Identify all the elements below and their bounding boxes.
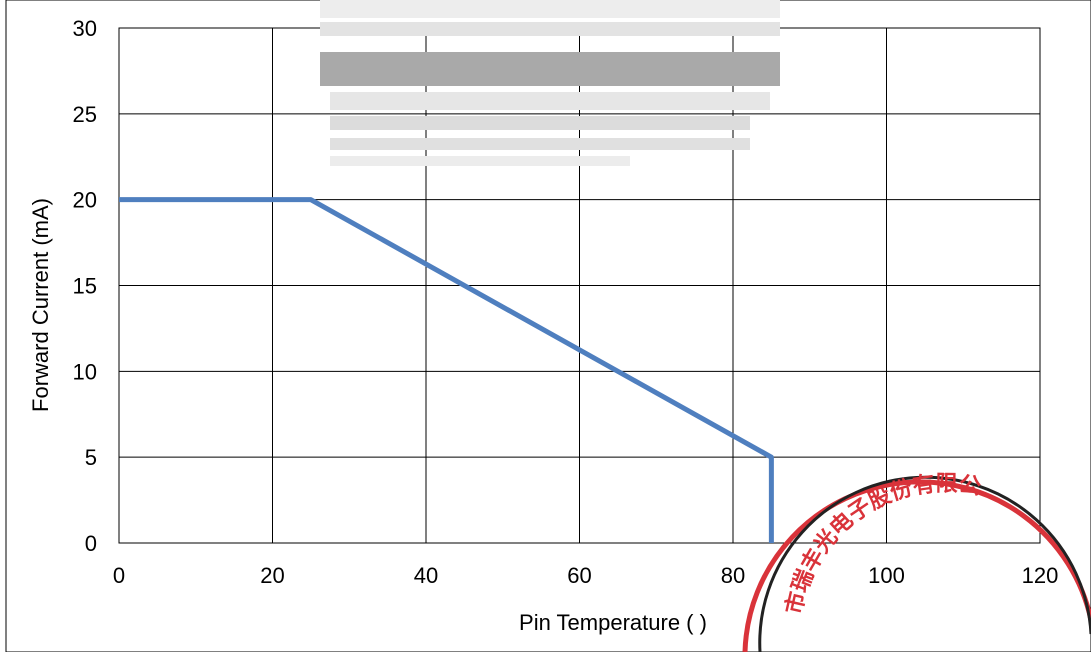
company-seal: 市瑞丰光电子股份有限公 — [742, 471, 1091, 652]
x-tick-label: 80 — [721, 563, 745, 588]
watermark-image — [320, 0, 780, 166]
x-tick-label: 60 — [567, 563, 591, 588]
y-axis-label: Forward Current (mA) — [28, 198, 53, 412]
x-tick-label: 40 — [414, 563, 438, 588]
x-tick-label: 120 — [1022, 563, 1059, 588]
y-tick-label: 15 — [73, 274, 97, 299]
y-tick-label: 10 — [73, 359, 97, 384]
x-tick-label: 0 — [113, 563, 125, 588]
series-line — [119, 197, 774, 543]
y-tick-label: 30 — [73, 16, 97, 41]
tick-labels: 0 20 40 60 80 100 120 0 5 10 15 20 25 30 — [73, 16, 1059, 588]
chart-border — [5, 0, 1091, 652]
x-tick-label: 20 — [260, 563, 284, 588]
series — [119, 197, 774, 543]
y-tick-label: 0 — [85, 531, 97, 556]
y-tick-label: 20 — [73, 188, 97, 213]
x-tick-label: 100 — [868, 563, 905, 588]
x-axis-label: Pin Temperature ( ) — [519, 610, 707, 635]
y-tick-label: 25 — [73, 102, 97, 127]
y-tick-label: 5 — [85, 445, 97, 470]
seal-text: 市瑞丰光电子股份有限公 — [781, 471, 983, 617]
